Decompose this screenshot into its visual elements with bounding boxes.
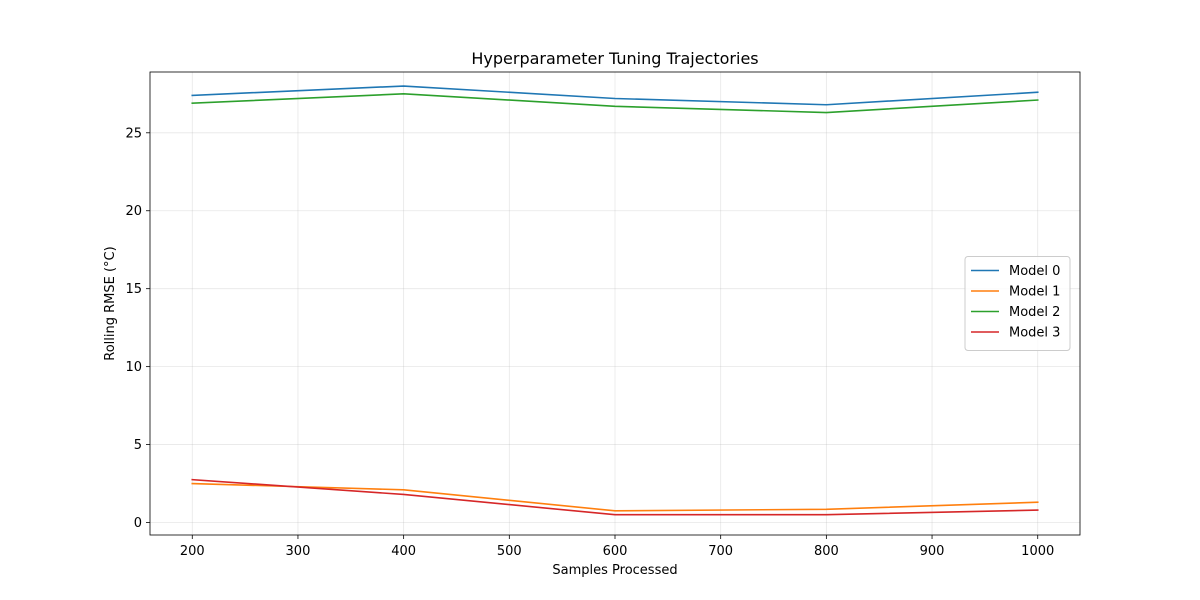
legend-label: Model 1 bbox=[1009, 285, 1060, 300]
x-tick-label: 200 bbox=[180, 544, 205, 559]
x-tick-label: 300 bbox=[286, 544, 311, 559]
x-tick-label: 600 bbox=[603, 544, 628, 559]
tick-layer: 200 300 400 500 600 700 800 900 1000 0 5 10 15 20 25 bbox=[125, 126, 1054, 559]
y-tick-label: 25 bbox=[125, 126, 142, 141]
x-tick-label: 900 bbox=[920, 544, 945, 559]
x-tick-label: 400 bbox=[391, 544, 416, 559]
x-tick-label: 700 bbox=[708, 544, 733, 559]
x-tick-label: 1000 bbox=[1021, 544, 1054, 559]
chart-title: Hyperparameter Tuning Trajectories bbox=[471, 49, 758, 68]
series-line-model-3 bbox=[191, 478, 1039, 516]
legend-box bbox=[964, 256, 1071, 351]
series-line-model-1 bbox=[191, 482, 1039, 512]
y-tick-label: 15 bbox=[125, 282, 142, 297]
y-tick-label: 10 bbox=[125, 360, 142, 375]
y-axis-label: Rolling RMSE (°C) bbox=[103, 246, 118, 360]
legend-label: Model 2 bbox=[1009, 305, 1060, 320]
grid-layer bbox=[150, 72, 1080, 535]
x-axis-label: Samples Processed bbox=[552, 563, 677, 578]
legend: Model 0 Model 1 Model 2 Model 3 bbox=[964, 256, 1071, 351]
legend-label: Model 0 bbox=[1009, 264, 1060, 279]
legend-label: Model 3 bbox=[1009, 326, 1060, 341]
y-tick-label: 20 bbox=[125, 204, 142, 219]
y-tick-label: 0 bbox=[134, 516, 142, 531]
x-tick-label: 800 bbox=[814, 544, 839, 559]
series-line-model-2 bbox=[191, 93, 1039, 114]
y-tick-label: 5 bbox=[134, 438, 142, 453]
series-line-model-0 bbox=[191, 85, 1039, 106]
x-tick-label: 500 bbox=[497, 544, 522, 559]
series-layer bbox=[191, 85, 1039, 516]
